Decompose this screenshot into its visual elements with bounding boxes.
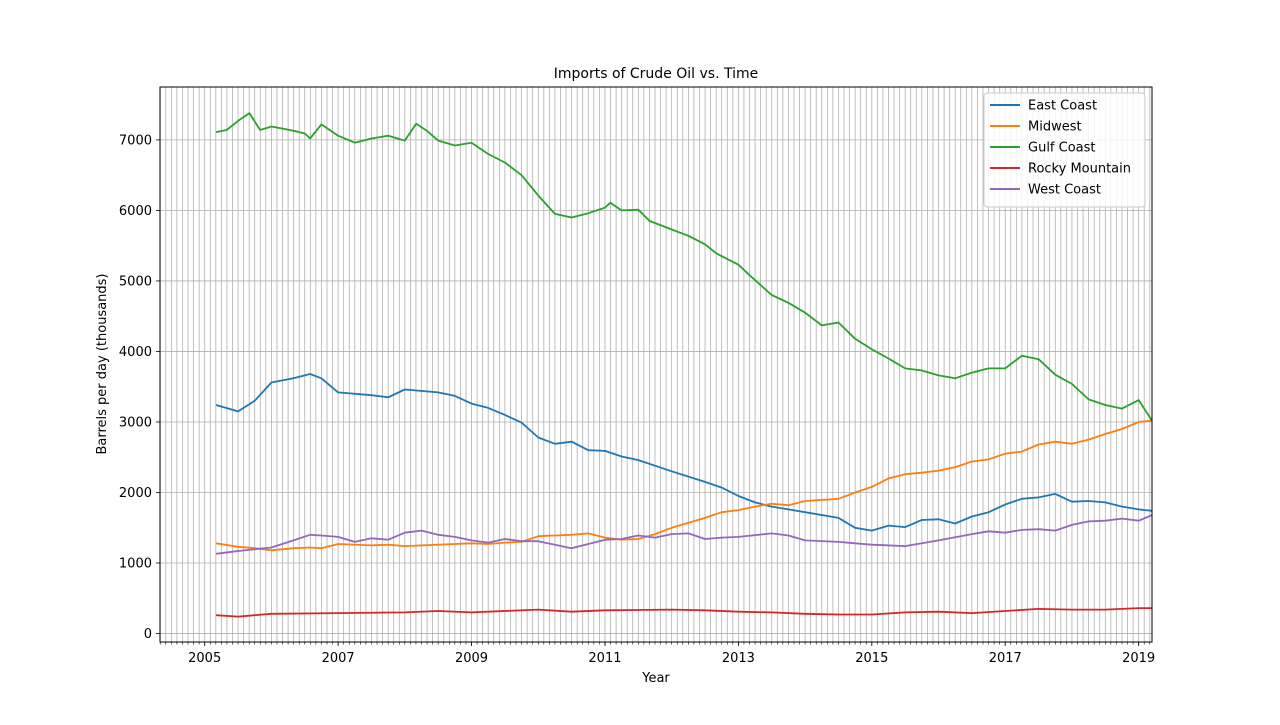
legend-label: Rocky Mountain [1028, 162, 1131, 177]
legend-box [983, 92, 1146, 208]
series-line-east-coast [215, 373, 1153, 532]
x-tick-label: 2013 [722, 651, 755, 666]
y-tick-label: 1000 [119, 557, 152, 572]
series-line-west-coast [215, 514, 1153, 555]
legend-label: Midwest [1028, 120, 1082, 135]
series-line-gulf-coast [215, 112, 1153, 422]
chart-title: Imports of Crude Oil vs. Time [554, 66, 759, 82]
series-line-rocky-mountain [215, 607, 1152, 618]
y-tick-label: 7000 [119, 133, 152, 148]
series-lines [215, 112, 1153, 618]
x-tick-label: 2005 [188, 651, 221, 666]
y-tick-label: 6000 [119, 204, 152, 219]
y-tick-label: 5000 [119, 274, 152, 289]
y-axis-label: Barrels per day (thousands) [95, 273, 110, 454]
legend-label: Gulf Coast [1028, 141, 1096, 156]
x-tick-label: 2009 [455, 651, 488, 666]
x-axis: 2005 2007 2009 2011 2013 2015 2017 2019 [159, 642, 1155, 666]
x-axis-label: Year [641, 671, 670, 686]
y-tick-label: 4000 [119, 345, 152, 360]
y-tick-label: 3000 [119, 415, 152, 430]
legend: East Coast Midwest Gulf Coast Rocky Mountai… [983, 92, 1146, 208]
plot-frame [159, 86, 1153, 643]
y-axis: 0 1000 2000 3000 4000 5000 6000 7000 [119, 133, 160, 642]
legend-label: East Coast [1028, 99, 1097, 114]
y-tick-label: 2000 [119, 486, 152, 501]
x-tick-label: 2017 [989, 651, 1022, 666]
series-line-midwest [215, 419, 1153, 552]
legend-label: West Coast [1028, 183, 1101, 198]
x-tick-label: 2015 [855, 651, 888, 666]
y-tick-label: 0 [144, 627, 152, 642]
x-tick-label: 2011 [588, 651, 621, 666]
x-tick-label: 2007 [322, 651, 355, 666]
x-tick-label: 2019 [1122, 651, 1155, 666]
